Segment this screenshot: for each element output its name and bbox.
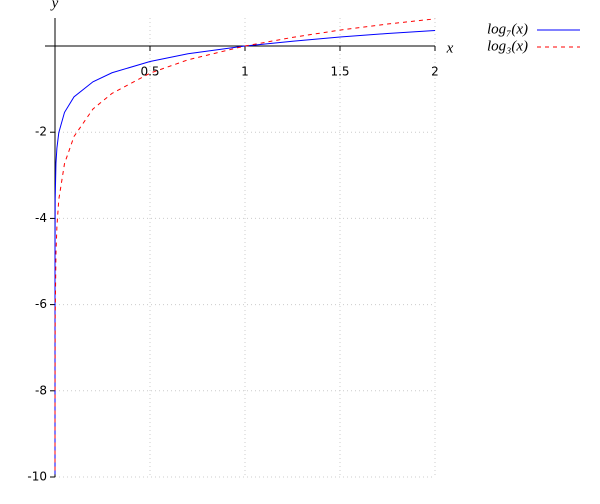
x-tick-label: 2 [431, 65, 439, 79]
series-line [54, 30, 436, 475]
y-tick-label: -2 [35, 125, 47, 139]
y-axis-label: y [50, 0, 59, 11]
x-tick-label: 1.5 [330, 65, 349, 79]
legend-label: log₃(x) [487, 38, 528, 54]
series-line [54, 18, 436, 471]
legend-label: log₇(x) [487, 21, 528, 37]
x-tick-label: 1 [241, 65, 249, 79]
x-tick-label: 0.5 [140, 65, 159, 79]
y-tick-label: -6 [35, 297, 47, 311]
y-tick-label: -8 [35, 383, 47, 397]
y-tick-label: -4 [35, 211, 47, 225]
y-tick-label: -10 [27, 470, 47, 484]
x-axis-label: x [446, 40, 454, 56]
